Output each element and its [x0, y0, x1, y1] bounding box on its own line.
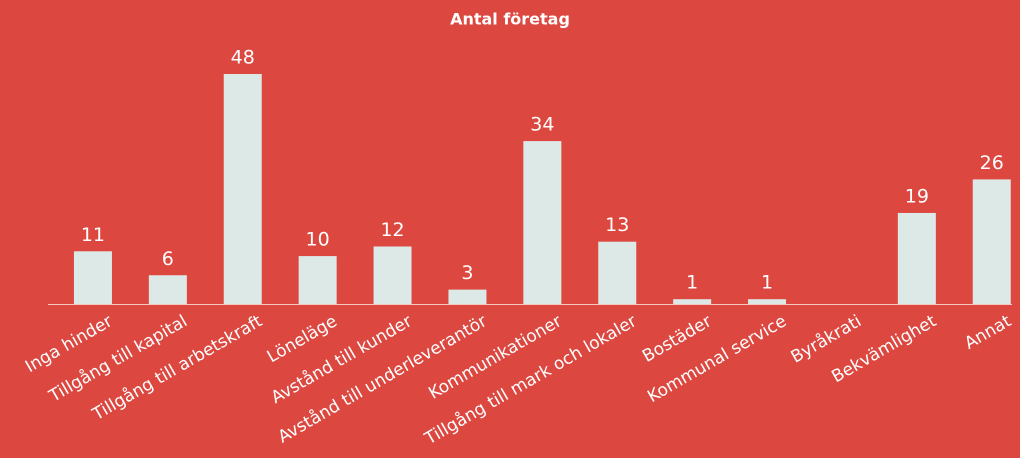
value-label: 10: [306, 229, 330, 251]
value-label: 12: [380, 219, 404, 241]
bar: [298, 256, 337, 304]
bar: [972, 179, 1011, 304]
bar: [748, 299, 787, 304]
value-label: 1: [761, 272, 773, 294]
chart-title: Antal företag: [450, 10, 570, 29]
value-label: 48: [231, 47, 255, 69]
value-label: 34: [530, 114, 554, 136]
value-label: 3: [461, 262, 473, 284]
bar: [448, 289, 487, 304]
value-label: 19: [905, 185, 929, 207]
bar: [373, 246, 412, 304]
bar: [598, 241, 637, 304]
value-label: 1: [686, 272, 698, 294]
bar: [897, 212, 936, 304]
value-label: 6: [162, 248, 174, 270]
value-label: 11: [81, 224, 105, 246]
bar: [148, 275, 187, 304]
bar: [223, 74, 262, 304]
value-label: 26: [980, 152, 1004, 174]
value-label: 13: [605, 214, 629, 236]
bar: [73, 251, 112, 304]
bar: [523, 141, 562, 304]
bar: [673, 299, 712, 304]
